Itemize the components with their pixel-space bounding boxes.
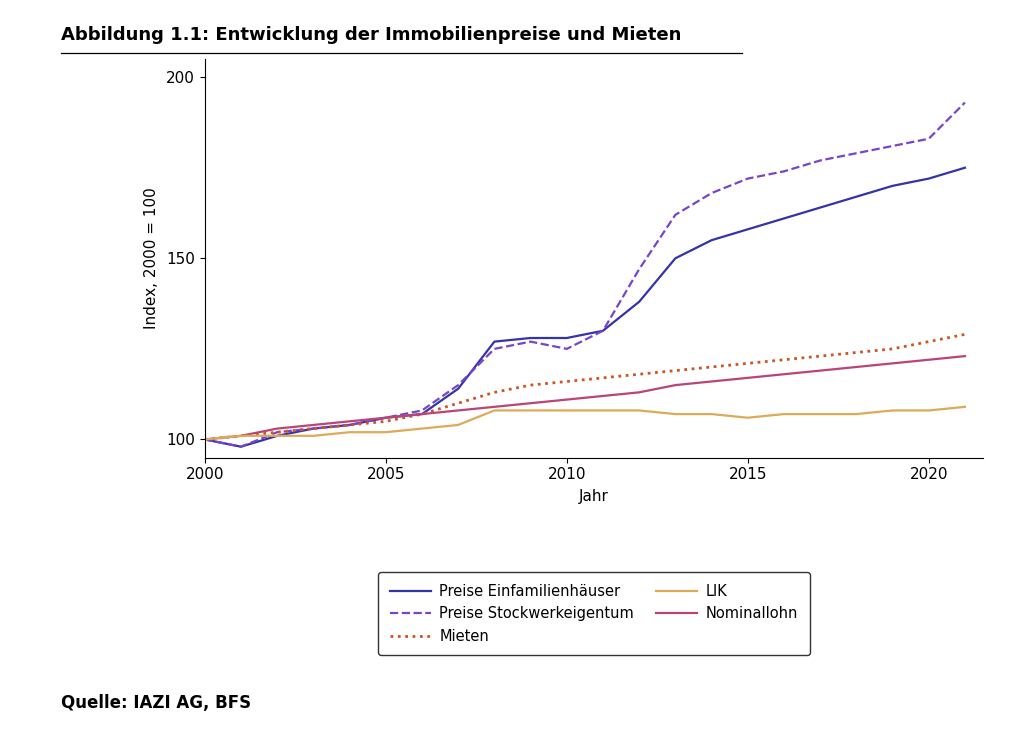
Text: Quelle: IAZI AG, BFS: Quelle: IAZI AG, BFS (61, 694, 252, 712)
Text: Abbildung 1.1: Entwicklung der Immobilienpreise und Mieten: Abbildung 1.1: Entwicklung der Immobilie… (61, 26, 682, 44)
Legend: Preise Einfamilienhäuser, Preise Stockwerkeigentum, Mieten, LIK, Nominallohn: Preise Einfamilienhäuser, Preise Stockwe… (378, 573, 810, 655)
X-axis label: Jahr: Jahr (579, 489, 609, 504)
Y-axis label: Index, 2000 = 100: Index, 2000 = 100 (144, 187, 160, 329)
